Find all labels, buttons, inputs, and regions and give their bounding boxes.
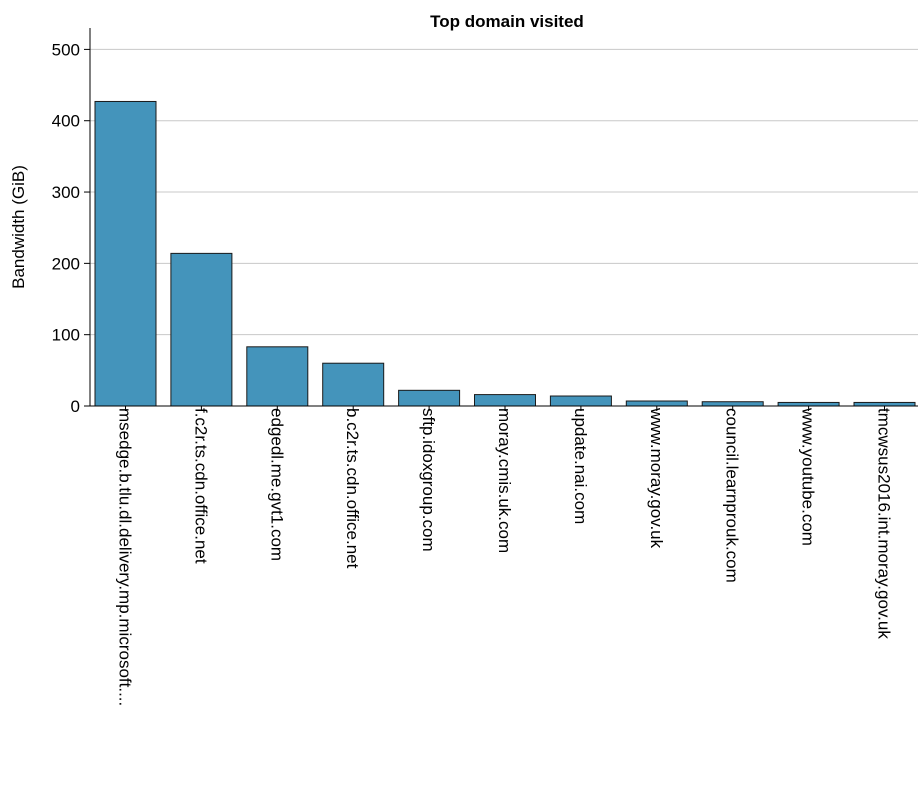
bar xyxy=(777,401,840,407)
x-tick-label: sftp.idoxgroup.com xyxy=(419,408,438,552)
x-tick-label: update.nai.com xyxy=(571,408,590,524)
x-tick-label: council.learnprouk.com xyxy=(723,408,742,583)
y-tick-label: 300 xyxy=(52,183,80,202)
x-tick-label: www.youtube.com xyxy=(799,407,818,546)
y-tick-label: 100 xyxy=(52,326,80,345)
bar xyxy=(398,389,461,407)
bar xyxy=(246,346,309,407)
x-tick-label: edgedl.me.gvt1.com xyxy=(267,408,286,561)
x-tick-label: moray.cmis.uk.com xyxy=(495,408,514,553)
y-tick-label: 500 xyxy=(52,40,80,59)
bar xyxy=(474,394,536,407)
y-tick-label: 200 xyxy=(52,254,80,273)
x-tick-label: msedge.b.tlu.dl.delivery.mp.microsoft...… xyxy=(116,408,135,706)
bar xyxy=(549,395,612,407)
bar xyxy=(853,401,916,407)
bar xyxy=(170,252,233,407)
bar xyxy=(701,401,764,407)
x-tick-label: f.c2r.ts.cdn.office.net xyxy=(191,408,210,564)
bar xyxy=(625,400,688,407)
y-tick-label: 400 xyxy=(52,112,80,131)
x-tick-label: b.c2r.ts.cdn.office.net xyxy=(343,408,362,569)
y-tick-label: 0 xyxy=(71,397,80,416)
x-tick-label: tmcwsus2016.int.moray.gov.uk xyxy=(875,408,894,639)
bar xyxy=(322,362,385,407)
y-axis-label: Bandwidth (GiB) xyxy=(9,165,28,289)
bars xyxy=(94,100,916,407)
axes xyxy=(84,28,918,411)
chart-title: Top domain visited xyxy=(430,12,584,31)
y-tick-labels: 0 100 200 300 400 500 xyxy=(52,40,80,416)
x-tick-labels: msedge.b.tlu.dl.delivery.mp.microsoft...… xyxy=(116,407,894,706)
bar xyxy=(94,100,157,407)
x-tick-label: www.moray.gov.uk xyxy=(647,407,666,549)
